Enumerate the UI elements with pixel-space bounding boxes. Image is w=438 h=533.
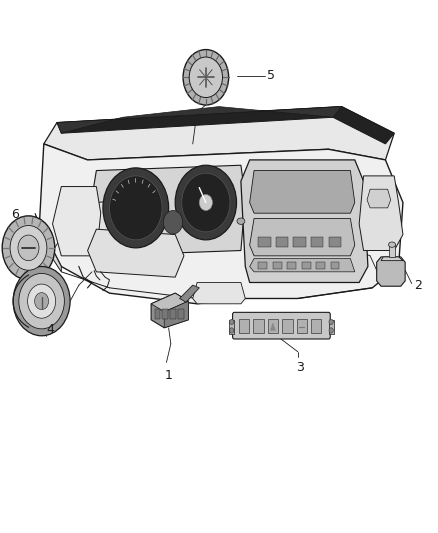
Bar [253,319,264,333]
Polygon shape [229,320,234,334]
Circle shape [28,284,56,318]
Bar [316,262,325,269]
Polygon shape [164,301,188,328]
Circle shape [189,57,223,98]
Polygon shape [88,197,162,256]
Bar [282,319,293,333]
Circle shape [10,225,47,270]
Polygon shape [270,323,276,330]
Bar [293,237,306,247]
Ellipse shape [237,218,245,224]
Circle shape [183,50,229,105]
Ellipse shape [389,242,396,247]
Bar [328,237,341,247]
Bar [311,237,323,247]
Text: 4: 4 [46,323,54,336]
Bar [155,309,160,319]
Polygon shape [151,293,188,328]
Bar [311,319,321,333]
Circle shape [230,319,234,325]
Polygon shape [250,171,355,213]
Polygon shape [367,189,391,208]
Circle shape [230,328,234,333]
Circle shape [2,216,55,280]
Polygon shape [39,144,403,304]
Bar [170,309,176,319]
Bar [302,262,311,269]
Circle shape [329,319,333,325]
Bar [268,319,278,333]
Polygon shape [180,285,199,302]
Polygon shape [88,229,184,277]
Text: 6: 6 [11,208,19,221]
Polygon shape [193,282,245,304]
Bar [178,309,184,319]
FancyBboxPatch shape [233,312,330,339]
Circle shape [163,211,183,234]
Polygon shape [328,320,334,334]
Circle shape [35,293,49,310]
Circle shape [103,168,169,248]
Polygon shape [57,107,342,133]
Bar [258,237,271,247]
Bar [239,319,249,333]
Polygon shape [250,219,355,256]
Text: 1: 1 [165,369,173,382]
Bar [389,245,395,257]
Polygon shape [53,187,101,256]
Text: 5: 5 [267,69,275,82]
Circle shape [175,165,237,240]
Bar [331,262,339,269]
Circle shape [110,176,162,240]
Bar [276,237,288,247]
Circle shape [18,235,39,261]
Polygon shape [44,107,394,160]
Circle shape [182,173,230,232]
Circle shape [13,266,70,336]
Polygon shape [377,257,405,286]
Circle shape [329,328,333,333]
Text: 3: 3 [296,361,304,374]
Circle shape [199,195,212,211]
Bar [297,319,307,333]
Bar [162,309,168,319]
Bar [258,262,267,269]
Polygon shape [57,107,394,144]
Polygon shape [359,176,403,251]
Polygon shape [151,293,188,312]
Bar [273,262,282,269]
Bar [287,262,296,269]
Circle shape [19,273,64,329]
Text: 2: 2 [414,279,422,292]
Polygon shape [250,259,355,272]
Polygon shape [241,160,368,282]
Polygon shape [381,257,403,261]
Polygon shape [35,213,61,272]
Polygon shape [88,165,245,256]
